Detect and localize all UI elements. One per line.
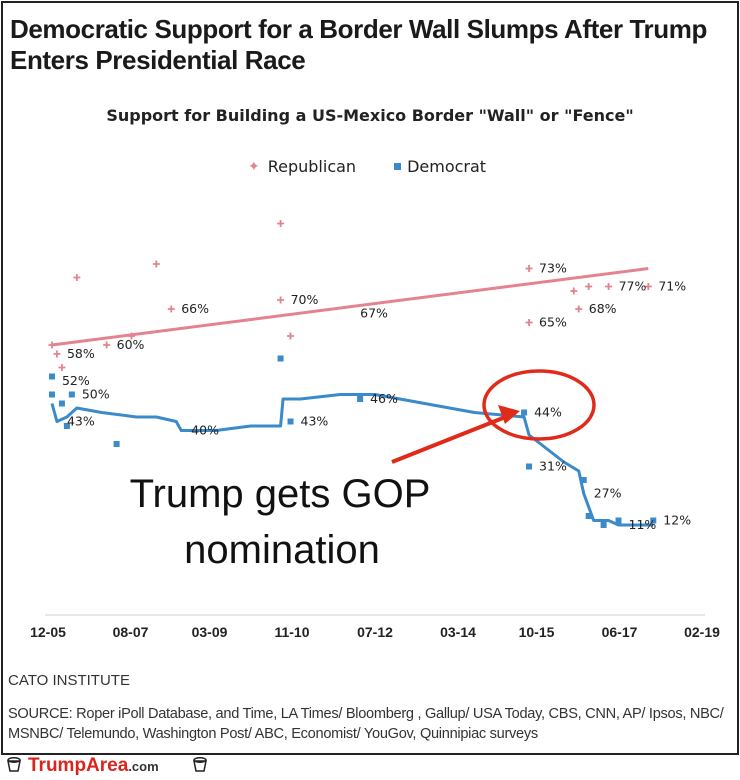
republican-point bbox=[277, 296, 285, 304]
democrat-data-label: 40% bbox=[191, 423, 219, 438]
democrat-point bbox=[277, 355, 284, 362]
source-note: SOURCE: Roper iPoll Database, and Time, … bbox=[8, 706, 724, 742]
republican-point bbox=[103, 341, 111, 349]
democrat-data-label: 43% bbox=[301, 414, 329, 429]
republican-point bbox=[575, 305, 583, 313]
republican-point bbox=[58, 364, 66, 371]
republican-data-label: 65% bbox=[539, 315, 567, 330]
republican-data-label: 73% bbox=[539, 261, 567, 276]
legend-republican-marker: ✦ bbox=[248, 158, 260, 175]
republican-data-label: 66% bbox=[181, 301, 209, 316]
democrat-point bbox=[357, 396, 364, 402]
democrat-point bbox=[600, 522, 607, 528]
legend-republican-label: Republican bbox=[267, 157, 357, 176]
cup-icon-left bbox=[7, 757, 21, 772]
republican-point bbox=[167, 305, 175, 313]
republican-point bbox=[644, 283, 652, 290]
democrat-data-label: 31% bbox=[539, 459, 567, 474]
democrat-point bbox=[526, 463, 533, 470]
democrat-point bbox=[585, 513, 592, 519]
x-tick-label: 03-14 bbox=[440, 624, 476, 640]
annotation-text-line2: nomination bbox=[184, 528, 380, 572]
democrat-point bbox=[650, 517, 657, 524]
nomination-annotation: Trump gets GOP nomination bbox=[130, 369, 596, 572]
democrat-point bbox=[580, 477, 587, 483]
footer: TrumpArea.com bbox=[0, 752, 740, 780]
republican-point bbox=[277, 220, 285, 227]
headline: Democratic Support for a Border Wall Slu… bbox=[10, 14, 707, 75]
democrat-data-label: 46% bbox=[370, 391, 398, 406]
republican-trend-line bbox=[51, 267, 649, 347]
democrat-point bbox=[48, 373, 55, 380]
democrat-point bbox=[58, 400, 65, 407]
democrat-data-label: 43% bbox=[67, 414, 95, 429]
x-tick-label: 02-19 bbox=[684, 624, 720, 640]
line-chart: 12-05 08-07 03-09 11-10 07-12 03-14 10-15 06-17… bbox=[30, 220, 720, 640]
chart-frame bbox=[1, 1, 739, 755]
annotation-arrow-head bbox=[498, 405, 520, 424]
democrat-data-label: 27% bbox=[594, 486, 622, 501]
annotation-arrow-shaft bbox=[391, 414, 509, 464]
republican-point bbox=[152, 260, 160, 268]
democrat-line bbox=[50, 393, 654, 527]
x-tick-label: 07-12 bbox=[357, 624, 393, 640]
credit: CATO INSTITUTE bbox=[8, 672, 130, 689]
brand-link[interactable]: TrumpArea.com bbox=[28, 755, 159, 777]
democrat-series: 52%50% 43% 40% 43% 46% 44% 31% 27% 11% 12% bbox=[48, 355, 691, 532]
democrat-point bbox=[68, 391, 75, 398]
republican-series: 58% 60% 66% 70% 67% 73% 65% 68%77% 71% bbox=[48, 220, 686, 371]
democrat-point bbox=[48, 391, 55, 398]
democrat-data-label: 11% bbox=[629, 517, 657, 532]
republican-data-label: 67% bbox=[360, 306, 388, 321]
brand-suffix: .com bbox=[128, 759, 159, 774]
republican-data-label: 77% bbox=[619, 279, 647, 294]
legend: ✦ Republican Democrat bbox=[248, 156, 486, 176]
republican-data-label: 70% bbox=[291, 292, 319, 307]
democrat-point bbox=[615, 517, 622, 524]
cup-icon-right bbox=[193, 757, 207, 772]
democrat-data-label: 44% bbox=[534, 405, 562, 420]
legend-democrat-label: Democrat bbox=[407, 157, 487, 176]
x-tick-labels: 12-05 08-07 03-09 11-10 07-12 03-14 10-15 06-17… bbox=[30, 624, 720, 640]
republican-point bbox=[73, 274, 81, 281]
republican-data-label: 71% bbox=[658, 279, 686, 294]
x-tick-label: 12-05 bbox=[30, 624, 66, 640]
republican-point bbox=[53, 350, 61, 358]
annotation-circle bbox=[482, 369, 596, 441]
legend-democrat-marker bbox=[394, 163, 402, 170]
republican-point bbox=[525, 319, 533, 326]
annotation-text-line1: Trump gets GOP bbox=[130, 472, 431, 516]
republican-point bbox=[127, 332, 135, 340]
democrat-point bbox=[113, 441, 120, 447]
democrat-point bbox=[521, 409, 528, 416]
democrat-data-label: 50% bbox=[82, 387, 110, 402]
democrat-data-label: 52% bbox=[62, 373, 90, 388]
republican-point bbox=[525, 265, 533, 272]
republican-point bbox=[605, 283, 613, 290]
x-tick-label: 06-17 bbox=[602, 624, 638, 640]
democrat-point bbox=[287, 418, 294, 425]
democrat-data-label: 12% bbox=[663, 513, 691, 528]
x-tick-label: 11-10 bbox=[274, 624, 309, 640]
x-tick-label: 08-07 bbox=[113, 624, 149, 640]
chart-title: Support for Building a US-Mexico Border … bbox=[106, 106, 634, 125]
republican-point bbox=[287, 332, 295, 340]
republican-point bbox=[570, 287, 578, 295]
republican-data-label: 68% bbox=[589, 301, 617, 316]
republican-point bbox=[48, 341, 56, 349]
republican-data-label: 58% bbox=[67, 346, 95, 361]
republican-data-label: 60% bbox=[117, 337, 145, 352]
democrat-point bbox=[63, 423, 70, 429]
brand-main: TrumpArea bbox=[28, 755, 129, 776]
republican-point bbox=[585, 283, 593, 290]
x-tick-label: 03-09 bbox=[192, 624, 228, 640]
x-tick-label: 10-15 bbox=[519, 624, 555, 640]
